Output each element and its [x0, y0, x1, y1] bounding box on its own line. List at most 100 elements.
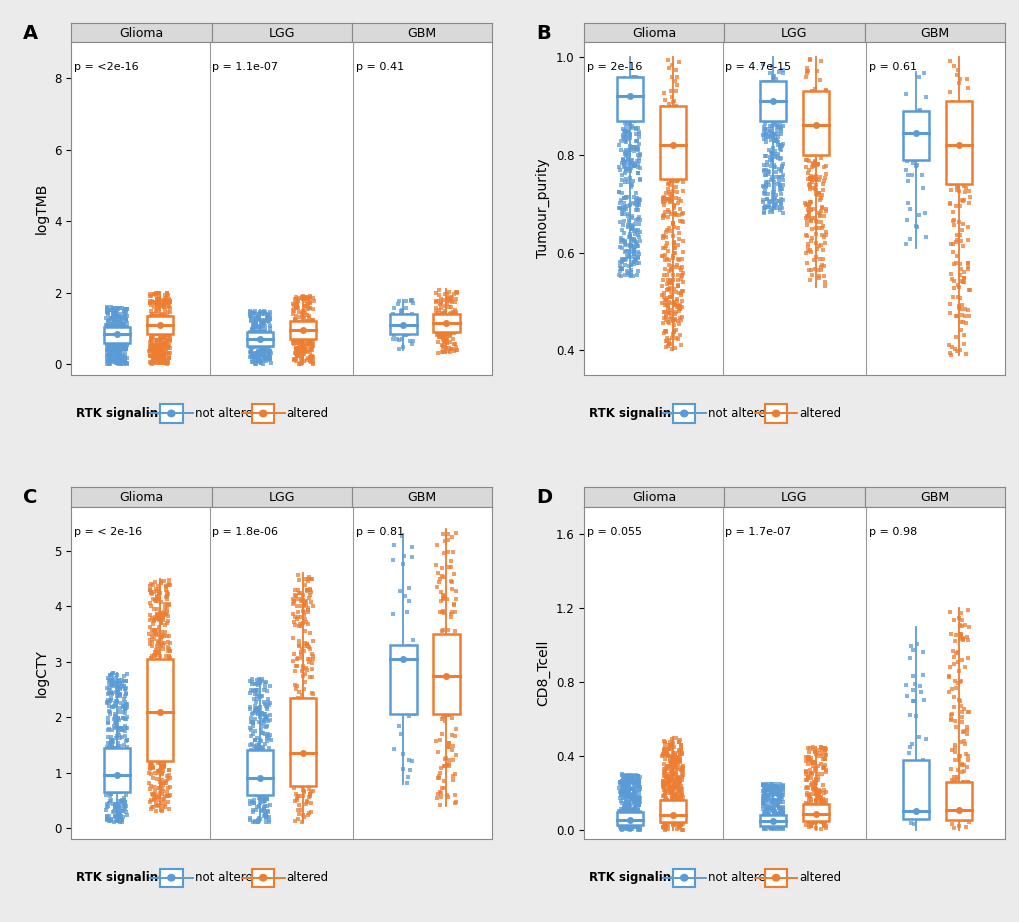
Point: [286, 813, 303, 828]
Point: [761, 105, 777, 120]
Point: [433, 324, 449, 338]
Point: [774, 808, 791, 822]
Point: [252, 320, 268, 335]
Point: [762, 776, 779, 791]
Point: [626, 811, 642, 826]
Point: [296, 757, 312, 772]
Point: [754, 56, 770, 71]
Point: [770, 95, 787, 110]
Point: [427, 733, 443, 748]
Point: [447, 722, 464, 737]
Bar: [802, 91, 828, 155]
Point: [947, 778, 963, 793]
Point: [807, 803, 823, 818]
Point: [440, 300, 457, 314]
Point: [624, 792, 640, 807]
Point: [400, 752, 417, 767]
Point: [654, 248, 671, 263]
Point: [118, 330, 135, 345]
Point: [151, 320, 167, 335]
Point: [813, 794, 829, 809]
Point: [142, 597, 158, 611]
Point: [660, 780, 677, 795]
Point: [253, 803, 269, 818]
Point: [105, 785, 121, 799]
Point: [142, 748, 158, 762]
Point: [774, 206, 791, 220]
Point: [944, 129, 960, 144]
Point: [117, 328, 133, 343]
Point: [613, 796, 630, 810]
Point: [665, 787, 682, 802]
Point: [447, 291, 464, 306]
Point: [774, 119, 791, 134]
Point: [950, 819, 966, 833]
Point: [625, 224, 641, 239]
Point: [674, 294, 690, 309]
Point: [150, 634, 166, 649]
Point: [117, 751, 133, 765]
Point: [113, 335, 129, 349]
Point: [248, 333, 264, 348]
Point: [951, 301, 967, 316]
Point: [250, 769, 266, 784]
Point: [103, 351, 119, 366]
Point: [151, 325, 167, 339]
Point: [767, 810, 784, 824]
Point: [302, 785, 318, 799]
Point: [141, 693, 157, 708]
Point: [114, 328, 130, 343]
Point: [615, 809, 632, 823]
Point: [664, 800, 681, 815]
Point: [149, 310, 165, 325]
Point: [618, 130, 634, 145]
Point: [611, 192, 628, 207]
Point: [117, 775, 133, 790]
Point: [110, 753, 126, 768]
Point: [293, 725, 310, 739]
Point: [628, 191, 644, 206]
Point: [657, 142, 674, 157]
Point: [757, 180, 773, 195]
Point: [671, 128, 687, 143]
Point: [767, 90, 784, 105]
Point: [618, 807, 634, 822]
Point: [105, 797, 121, 811]
Point: [762, 93, 779, 108]
Point: [667, 63, 684, 77]
Point: [664, 241, 681, 255]
Point: [811, 808, 827, 822]
Point: [158, 351, 174, 366]
Point: [623, 153, 639, 168]
Point: [616, 768, 633, 783]
Point: [253, 353, 269, 368]
Point: [141, 766, 157, 781]
Point: [102, 323, 118, 337]
Point: [664, 812, 681, 827]
Point: [662, 773, 679, 787]
Point: [156, 629, 172, 644]
Point: [385, 676, 401, 691]
Point: [254, 777, 270, 792]
Point: [666, 155, 683, 170]
Point: [757, 102, 773, 117]
Point: [109, 331, 125, 346]
Point: [260, 348, 276, 362]
Point: [620, 230, 636, 244]
Point: [947, 255, 963, 270]
Point: [143, 779, 159, 794]
Point: [253, 314, 269, 329]
Point: [755, 813, 771, 828]
Point: [429, 681, 445, 696]
Point: [816, 800, 833, 815]
Point: [657, 791, 674, 806]
Point: [148, 628, 164, 643]
Point: [248, 325, 264, 339]
Point: [774, 818, 791, 833]
Point: [959, 632, 975, 647]
Point: [254, 330, 270, 345]
Point: [613, 779, 630, 794]
Point: [100, 303, 116, 318]
Point: [666, 796, 683, 810]
Point: [105, 758, 121, 773]
